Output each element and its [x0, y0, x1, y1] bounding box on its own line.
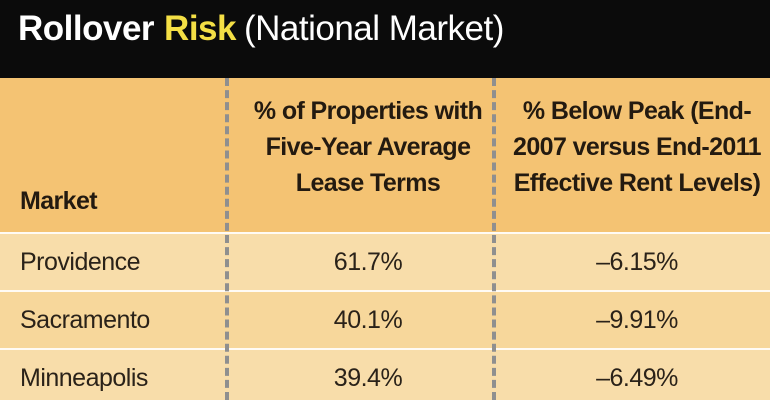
title-risk: Risk [164, 9, 236, 48]
column-header-five-year-lease-terms: % of Properties with Five-Year Average L… [253, 97, 483, 197]
lease-term-percentage-cell: 40.1% [333, 306, 403, 334]
table-row: Providence 61.7% –6.15% [0, 234, 770, 290]
market-cell: Sacramento [20, 306, 150, 334]
column-header-below-peak: % Below Peak (End- 2007 versus End-2011 … [513, 97, 762, 197]
title-national-market: (National Market) [243, 9, 504, 48]
below-peak-percentage-cell: –6.15% [596, 248, 678, 276]
column-header-market: Market [20, 187, 98, 215]
table-row: Minneapolis 39.4% –6.49% [0, 350, 770, 400]
lease-term-percentage-cell: 39.4% [333, 364, 403, 392]
lease-term-percentage-cell: 61.7% [333, 248, 403, 276]
title-row: Rollover Risk (National Market) [18, 10, 504, 48]
below-peak-percentage-cell: –6.49% [596, 364, 678, 392]
row-divider [0, 348, 770, 350]
header-row-divider [0, 232, 770, 234]
market-cell: Providence [20, 248, 141, 276]
title-bar: Rollover Risk (National Market) [0, 0, 770, 78]
table-row: Sacramento 40.1% –9.91% [0, 292, 770, 348]
row-divider [0, 290, 770, 292]
below-peak-percentage-cell: –9.91% [596, 306, 678, 334]
table-header [0, 78, 770, 232]
market-cell: Minneapolis [20, 364, 148, 392]
title-rollover: Rollover [18, 9, 155, 48]
dashed-column-divider [225, 78, 229, 400]
dashed-column-divider [492, 78, 496, 400]
